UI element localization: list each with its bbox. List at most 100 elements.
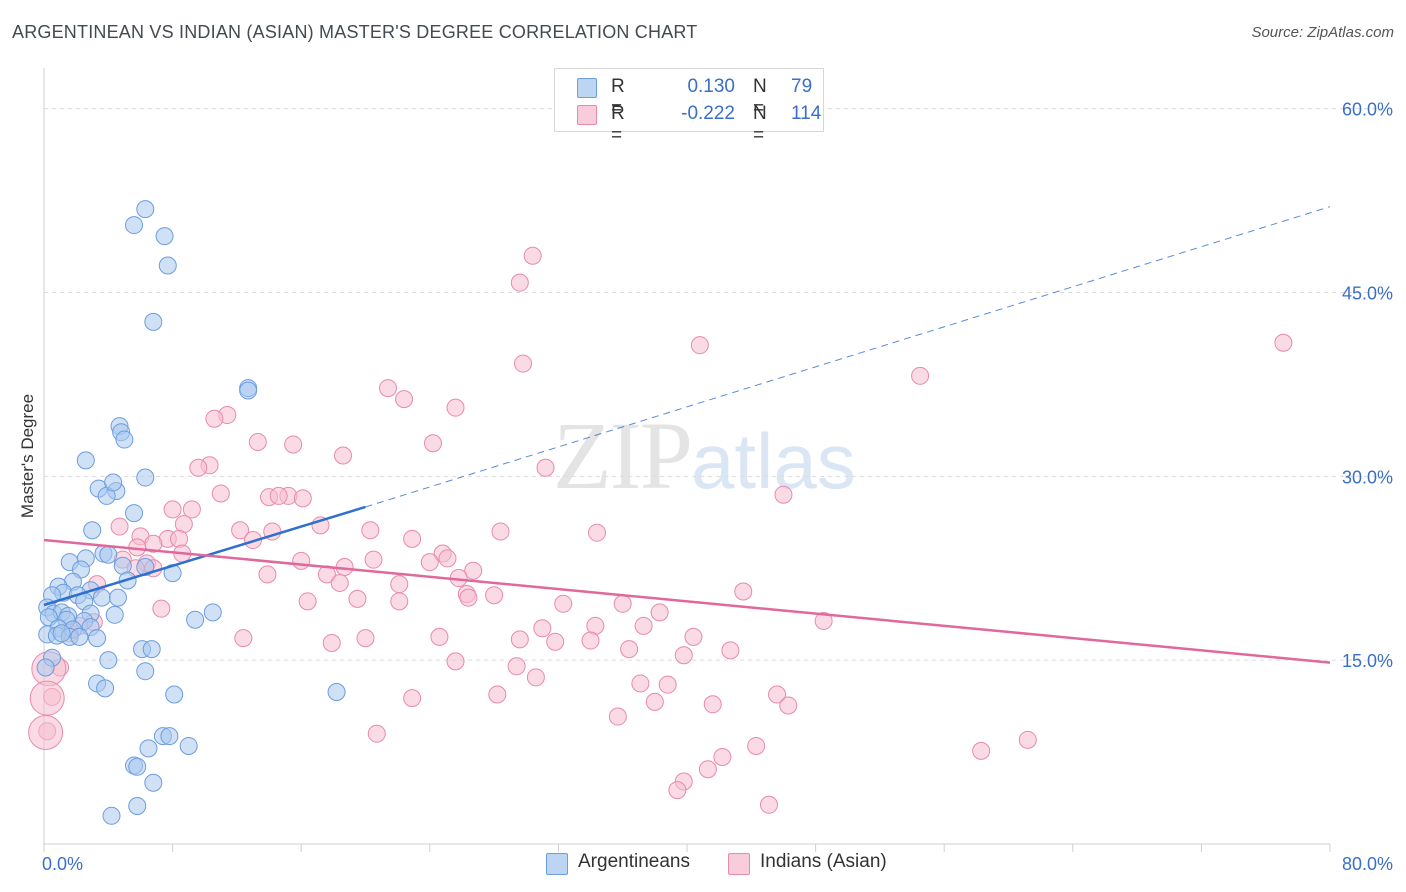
indian-point (403, 529, 422, 548)
indian-point (972, 741, 991, 760)
indian-point (684, 627, 703, 646)
indian-point (613, 594, 632, 613)
argentinean-point (128, 797, 147, 816)
indian-point (650, 603, 669, 622)
indian-point (170, 529, 189, 548)
indian-point (645, 692, 664, 711)
indian-point (734, 582, 753, 601)
indian-point (533, 619, 552, 638)
legend-r-value: 0.130 (687, 76, 735, 97)
series-swatch-blue (546, 853, 568, 875)
indian-point (713, 747, 732, 766)
indian-point (526, 668, 545, 687)
argentinean-point (144, 312, 163, 331)
indian-point (698, 760, 717, 779)
y-tick-label: 60.0% (1342, 100, 1393, 120)
source-label: Source: ZipAtlas.com (1251, 24, 1394, 41)
indian-point (330, 573, 349, 592)
argentinean-point (186, 610, 205, 629)
indian-point (367, 724, 386, 743)
indian-point (446, 398, 465, 417)
indian-point (258, 565, 277, 584)
indian-point (631, 674, 650, 693)
argentinean-point (102, 806, 121, 825)
indian-point (514, 354, 533, 373)
indian-point (292, 551, 311, 570)
indian-point (322, 634, 341, 653)
indian-point (182, 500, 201, 519)
indian-point (211, 484, 230, 503)
argentinean-point (115, 430, 134, 449)
indian-point (668, 781, 687, 800)
argentinean-point (52, 624, 71, 643)
argentinean-point (99, 651, 118, 670)
x-tick-label: 0.0% (42, 854, 83, 874)
argentinean-point (239, 381, 258, 400)
indian-point (1018, 730, 1037, 749)
indian-point (333, 446, 352, 465)
indian-point (152, 599, 171, 618)
indian-point (587, 523, 606, 542)
indian-point (459, 588, 478, 607)
indian-point (690, 336, 709, 355)
argentinean-point (139, 739, 158, 758)
series-label-indians: Indians (Asian) (760, 851, 887, 872)
indian-point (361, 521, 380, 540)
indian-point (581, 631, 600, 650)
indian-point (703, 695, 722, 714)
argentinean-point (92, 588, 111, 607)
legend-swatch-pink (577, 105, 597, 125)
indian-point (424, 434, 443, 453)
indian-point (390, 592, 409, 611)
argentinean-point (203, 603, 222, 622)
indian-point (658, 675, 677, 694)
indian-point (356, 629, 375, 648)
argentinean-point (160, 727, 179, 746)
indian-point (721, 641, 740, 660)
indian-point (510, 273, 529, 292)
indian-point-large (29, 680, 65, 716)
indian-point (634, 616, 653, 635)
y-tick-label: 15.0% (1342, 651, 1393, 671)
indian-point (379, 379, 398, 398)
watermark: ZIPatlas (553, 400, 856, 511)
argentinean-point (99, 545, 118, 564)
argentinean-point (88, 629, 107, 648)
argentinean-point (179, 736, 198, 755)
argentinean-point (108, 588, 127, 607)
argentinean-point (105, 605, 124, 624)
indian-point (348, 589, 367, 608)
indian-point (608, 707, 627, 726)
indian-point (284, 435, 303, 454)
indian-point (395, 390, 414, 409)
argentinean-point (144, 773, 163, 792)
indian-point (911, 366, 930, 385)
indian-point (231, 521, 250, 540)
argentinean-point (142, 640, 161, 659)
y-axis-title: Master's Degree (18, 394, 37, 518)
argentinean-trend-extension (365, 206, 1331, 508)
indian-point (438, 549, 457, 568)
indian-point (510, 630, 529, 649)
indian-trend-line (43, 538, 1331, 664)
indian-point (620, 640, 639, 659)
indian-point (507, 657, 526, 676)
watermark-atlas: atlas (691, 417, 856, 505)
indian-point (774, 485, 793, 504)
argentinean-point (76, 451, 95, 470)
indian-point (234, 629, 253, 648)
indian-point (430, 627, 449, 646)
indian-point (523, 246, 542, 265)
argentinean-point (155, 227, 174, 246)
indian-point (779, 696, 798, 715)
legend-n-label: N = (753, 103, 767, 146)
legend-swatch-blue (577, 78, 597, 98)
y-tick-label: 30.0% (1342, 467, 1393, 487)
indian-point (491, 522, 510, 541)
indian-point (488, 685, 507, 704)
argentinean-point (36, 658, 55, 677)
legend-r-label: R = (611, 76, 625, 119)
watermark-zip: ZIP (553, 402, 693, 509)
argentinean-point (96, 679, 115, 698)
indian-point (554, 594, 573, 613)
